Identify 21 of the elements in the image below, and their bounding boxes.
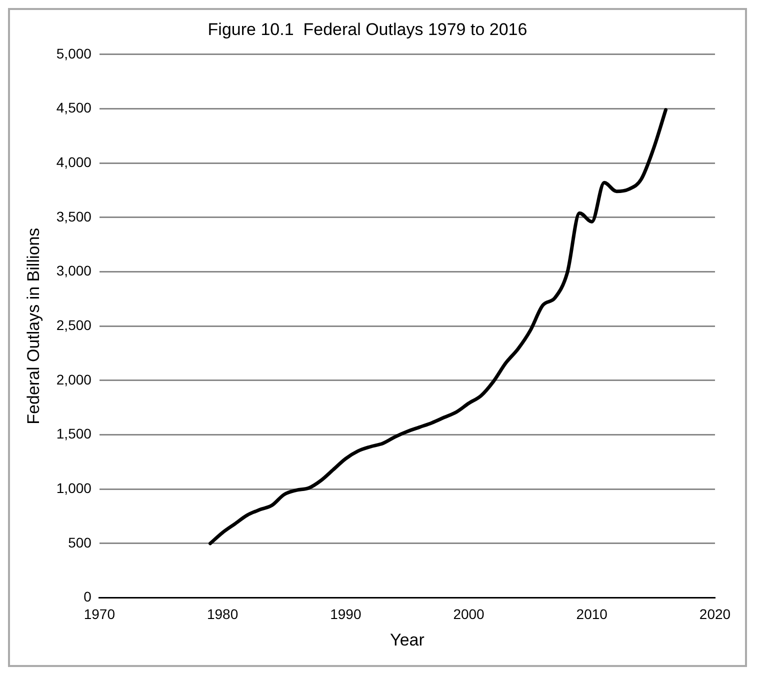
line-series xyxy=(208,108,668,546)
y-tick-label: 4,500 xyxy=(56,100,92,116)
y-axis-title: Federal Outlays in Billions xyxy=(24,228,43,424)
x-tick-label: 2000 xyxy=(453,606,485,622)
y-tick-label: 2,500 xyxy=(56,316,92,333)
y-tick-label: 1,000 xyxy=(56,480,92,496)
y-tick-label: 500 xyxy=(68,534,92,550)
x-tick-label: 2020 xyxy=(699,606,731,622)
y-tick-label: 4,000 xyxy=(56,154,92,170)
x-tick-label: 1980 xyxy=(206,606,238,622)
x-axis-title: Year xyxy=(390,630,425,650)
y-tick-label: 3,000 xyxy=(56,262,92,279)
x-tick-label: 1990 xyxy=(330,606,362,622)
y-tick-label: 0 xyxy=(84,588,92,605)
chart-title: Figure 10.1 Federal Outlays 1979 to 2016 xyxy=(208,20,528,39)
x-tick-label: 2010 xyxy=(576,606,608,622)
y-tick-label: 2,000 xyxy=(56,371,92,388)
y-tick-label: 5,000 xyxy=(56,45,92,62)
y-tick-label: 3,500 xyxy=(56,208,92,224)
x-tick-label: 1970 xyxy=(84,606,116,622)
y-tick-label: 1,500 xyxy=(56,426,92,442)
